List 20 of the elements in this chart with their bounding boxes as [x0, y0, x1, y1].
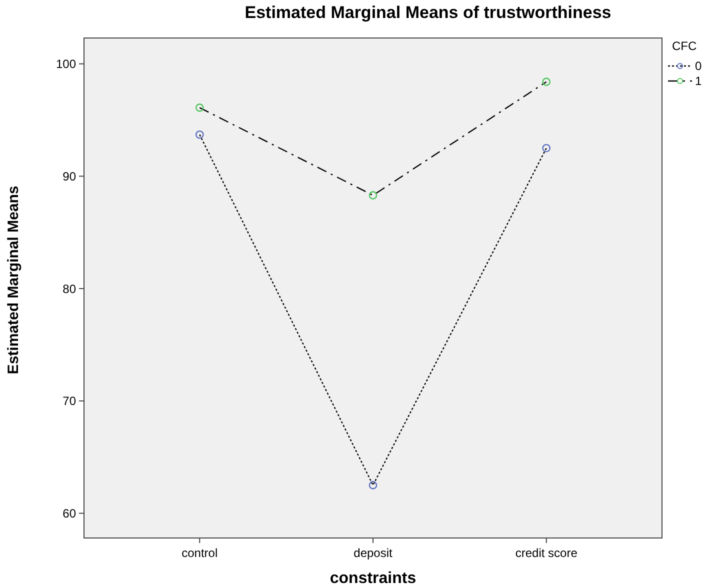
y-tick-label: 70 [62, 394, 76, 408]
y-tick-label: 90 [62, 169, 76, 184]
x-axis-title: constraints [330, 570, 416, 587]
point [542, 78, 551, 86]
legend-title: CFC [672, 39, 697, 53]
point [542, 144, 551, 152]
x-tick-label: control [182, 546, 218, 560]
y-tick-label: 80 [62, 282, 76, 296]
point [195, 104, 204, 112]
point [368, 191, 378, 200]
y-tick-label: 60 [62, 506, 76, 520]
y-tick-label: 100 [56, 57, 76, 72]
x-tick-label: credit score [515, 546, 578, 560]
point [195, 130, 204, 139]
point [368, 481, 378, 490]
chart-title: Estimated Marginal Means of trustworthiness [244, 3, 612, 22]
legend-label: 0 [695, 59, 702, 74]
legend-label: 1 [695, 74, 702, 88]
y-axis-title: Estimated Marginal Means [5, 186, 22, 374]
x-tick-label: deposit [354, 546, 394, 560]
